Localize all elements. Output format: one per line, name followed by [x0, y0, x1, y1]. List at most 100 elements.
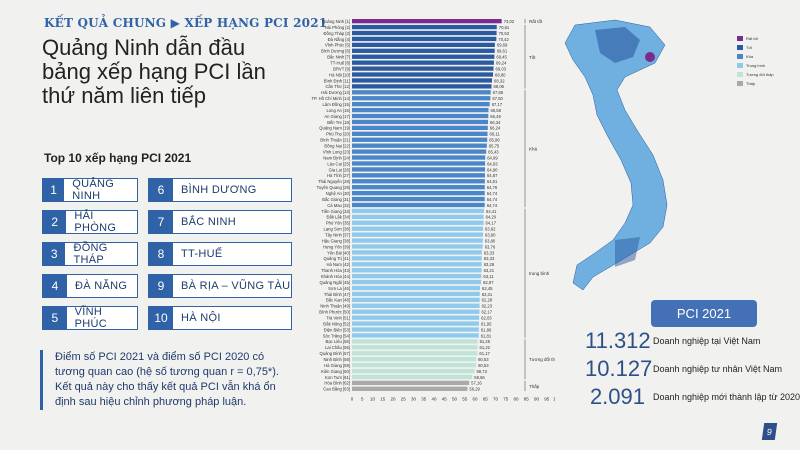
- province-name: BÌNH DƯƠNG: [181, 184, 257, 196]
- bar-value: 64,81: [487, 179, 498, 184]
- group-label: Rất tốt: [529, 19, 543, 24]
- rank-number: 6: [149, 179, 173, 201]
- bar-label: Sóc Trăng [54]: [323, 333, 350, 338]
- bar: [352, 131, 488, 136]
- group-label: trung bình: [529, 271, 550, 276]
- bar: [352, 268, 482, 273]
- bar-label: Hà Tĩnh [27]: [327, 173, 350, 178]
- bar: [352, 196, 485, 202]
- top10-heading: Top 10 xếp hạng PCI 2021: [44, 151, 192, 165]
- bar: [352, 285, 481, 291]
- bar-label: Phú Yên [35]: [326, 221, 350, 226]
- bar-value: 61,81: [481, 333, 492, 338]
- legend-swatch: [737, 63, 743, 68]
- legend-label: Thấp: [746, 81, 756, 86]
- bar-value: 63,92: [485, 227, 496, 232]
- bar-label: Nam Định [24]: [323, 155, 350, 160]
- top10-item: 8 TT-HUẾ: [148, 242, 292, 266]
- bar-label: Đồng Tháp [3]: [324, 31, 350, 36]
- bar: [352, 102, 490, 107]
- bar-label: Quảng Trị [41]: [323, 256, 350, 261]
- bar: [352, 386, 468, 391]
- bar: [352, 19, 502, 24]
- bar-label: Quảng Bình [57]: [320, 351, 351, 356]
- stat-label: Doanh nghiệp tại Việt Nam: [653, 336, 761, 346]
- legend-swatch: [737, 54, 743, 59]
- bar-value: 68,32: [494, 78, 505, 83]
- legend-label: Khá: [746, 54, 754, 59]
- x-tick-label: 100: [553, 397, 555, 402]
- bar-label: Sơn La [46]: [328, 286, 350, 291]
- bar-value: 59,73: [476, 369, 487, 374]
- bar-label: Quảng Ninh [1]: [322, 19, 350, 24]
- bar-label: Bắc Ninh [7]: [327, 55, 350, 60]
- bar-value: 64,74: [487, 197, 498, 202]
- bar: [352, 297, 480, 303]
- bar-label: Bình Định [11]: [324, 78, 350, 83]
- bar-value: 64,17: [486, 221, 497, 226]
- bar-value: 66,24: [490, 126, 501, 131]
- x-tick-label: 30: [411, 397, 417, 402]
- bar-value: 66,11: [490, 132, 501, 137]
- bar: [352, 374, 473, 380]
- bar-label: Thanh Hóa [43]: [321, 268, 350, 273]
- bar-label: Long An [16]: [326, 108, 350, 113]
- bar-value: 61,25: [480, 339, 491, 344]
- bar-value: 64,74: [487, 203, 498, 208]
- bar-label: Yên Bái [40]: [327, 250, 350, 255]
- bar: [352, 333, 479, 338]
- bar: [352, 380, 470, 386]
- province-name: TT-HUẾ: [181, 248, 223, 260]
- bar-value: 58,66: [474, 375, 485, 380]
- x-tick-label: 85: [524, 397, 530, 402]
- bar-label: Hòa Bình [62]: [324, 381, 350, 386]
- x-tick-label: 15: [380, 397, 386, 402]
- bar-value: 60,53: [478, 363, 489, 368]
- x-tick-label: 50: [452, 397, 458, 402]
- bar: [352, 66, 494, 71]
- bar-value: 63,33: [484, 256, 495, 261]
- bar-label: Tây Ninh [37]: [325, 232, 350, 237]
- bar-value: 61,22: [480, 345, 491, 350]
- bar-label: Hải Dương [13]: [321, 90, 350, 95]
- bar-value: 73,02: [504, 19, 515, 24]
- bar-value: 61,86: [481, 327, 492, 332]
- bar-value: 64,41: [486, 209, 497, 214]
- bar-value: 67,65: [493, 90, 504, 95]
- group-label: Thấp: [529, 384, 540, 389]
- bar-value: 63,90: [485, 232, 496, 237]
- bar-label: Ninh Bình [58]: [323, 357, 350, 362]
- bar-value: 61,95: [481, 321, 492, 326]
- rank-number: 5: [43, 307, 67, 329]
- bar-label: Đồng Nai [22]: [324, 144, 350, 149]
- bar-value: 64,20: [486, 215, 497, 220]
- bar-label: Bình Thuận [21]: [320, 138, 350, 143]
- legend-item: Khá: [737, 52, 774, 61]
- x-tick-label: 35: [421, 397, 427, 402]
- bar-value: 63,80: [485, 238, 496, 243]
- bar: [352, 202, 485, 208]
- legend-label: Tốt: [746, 45, 752, 50]
- bar: [352, 167, 486, 172]
- province-name: ĐỒNG THÁP: [73, 242, 108, 266]
- bar: [352, 84, 492, 89]
- bar: [352, 42, 495, 48]
- x-tick-label: 40: [431, 397, 437, 402]
- bar-label: Vĩnh Phúc [5]: [325, 43, 350, 48]
- bar: [352, 214, 484, 219]
- bar-value: 64,99: [487, 155, 498, 160]
- x-tick-label: 65: [483, 397, 489, 402]
- bar-label: Hà Nội [10]: [329, 72, 350, 77]
- x-tick-label: 70: [493, 397, 499, 402]
- province-name: BẮC NINH: [181, 216, 236, 228]
- bar-value: 56,29: [469, 387, 480, 392]
- section-breadcrumb: KẾT QUẢ CHUNG ▶ XẾP HẠNG PCI 2021: [44, 16, 328, 30]
- rank-number: 10: [149, 307, 173, 329]
- bar-value: 70,61: [499, 25, 510, 30]
- bar: [352, 125, 488, 131]
- bar-value: 63,28: [484, 262, 495, 267]
- x-tick-label: 25: [401, 397, 407, 402]
- bar-label: Lạng Sơn [36]: [324, 227, 351, 232]
- bar: [352, 113, 489, 119]
- x-tick-label: 90: [534, 397, 540, 402]
